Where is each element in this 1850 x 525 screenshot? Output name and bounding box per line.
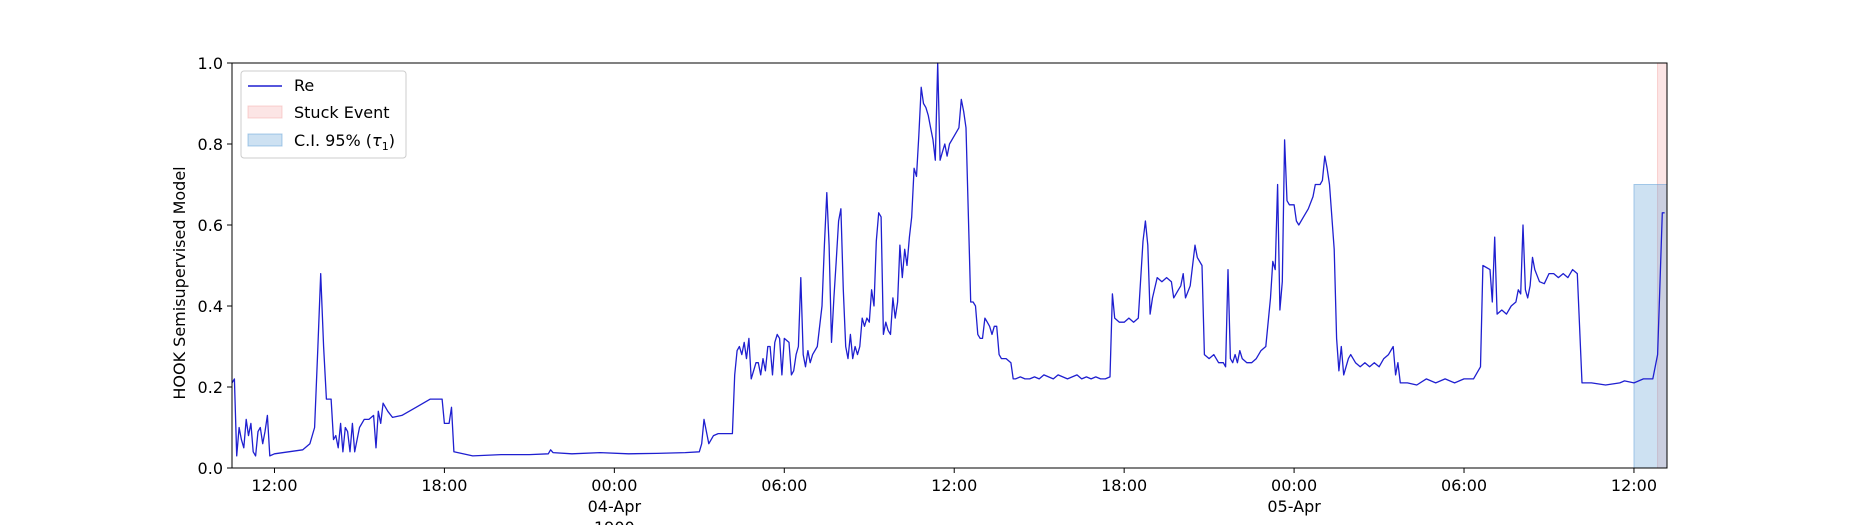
x-tick-label: 12:00 [931, 476, 977, 495]
x-tick-year-label: 1900 [594, 518, 635, 525]
legend-swatch-ci [247, 133, 283, 147]
x-tick-label: 12:00 [1611, 476, 1657, 495]
legend: Re Stuck Event C.I. 95% (τ1) [240, 70, 407, 159]
legend-ci-subscript: 1 [382, 140, 389, 153]
x-tick-date-label: 04-Apr [588, 497, 642, 516]
y-tick-label: 0.4 [198, 297, 223, 316]
legend-label-re: Re [294, 76, 314, 95]
legend-swatch-stuck-event [247, 105, 283, 119]
y-axis-label: HOOK Semisupervised Model [170, 166, 189, 399]
series-line-re [231, 62, 1665, 457]
bands-layer [1633, 62, 1668, 469]
legend-ci-symbol: τ [372, 131, 382, 150]
x-tick-label: 06:00 [1441, 476, 1487, 495]
x-tick-label: 00:00 [1271, 476, 1317, 495]
x-tick-label: 18:00 [1101, 476, 1147, 495]
x-tick-label: 00:00 [591, 476, 637, 495]
legend-ci-suffix: ) [389, 131, 395, 150]
line-layer [231, 62, 1665, 457]
legend-ci-prefix: C.I. 95% ( [294, 131, 372, 150]
y-tick-label: 0.8 [198, 135, 223, 154]
legend-label-ci: C.I. 95% (τ1) [294, 131, 395, 153]
x-tick-label: 06:00 [761, 476, 807, 495]
y-tick-label: 0.2 [198, 378, 223, 397]
y-tick-label: 0.0 [198, 459, 223, 478]
x-axis: 12:00 18:00 00:00 04-Apr 1900 06:00 12:00 18:00… [251, 468, 1657, 525]
legend-label-stuck-event: Stuck Event [294, 103, 390, 122]
x-tick-date-label: 05-Apr [1267, 497, 1321, 516]
y-tick-label: 0.6 [198, 216, 223, 235]
x-tick-label: 12:00 [251, 476, 297, 495]
y-tick-label: 1.0 [198, 54, 223, 73]
x-tick-label: 18:00 [421, 476, 467, 495]
plot-frame [231, 62, 1668, 469]
y-axis: 0.0 0.2 0.4 0.6 0.8 1.0 [198, 54, 232, 478]
